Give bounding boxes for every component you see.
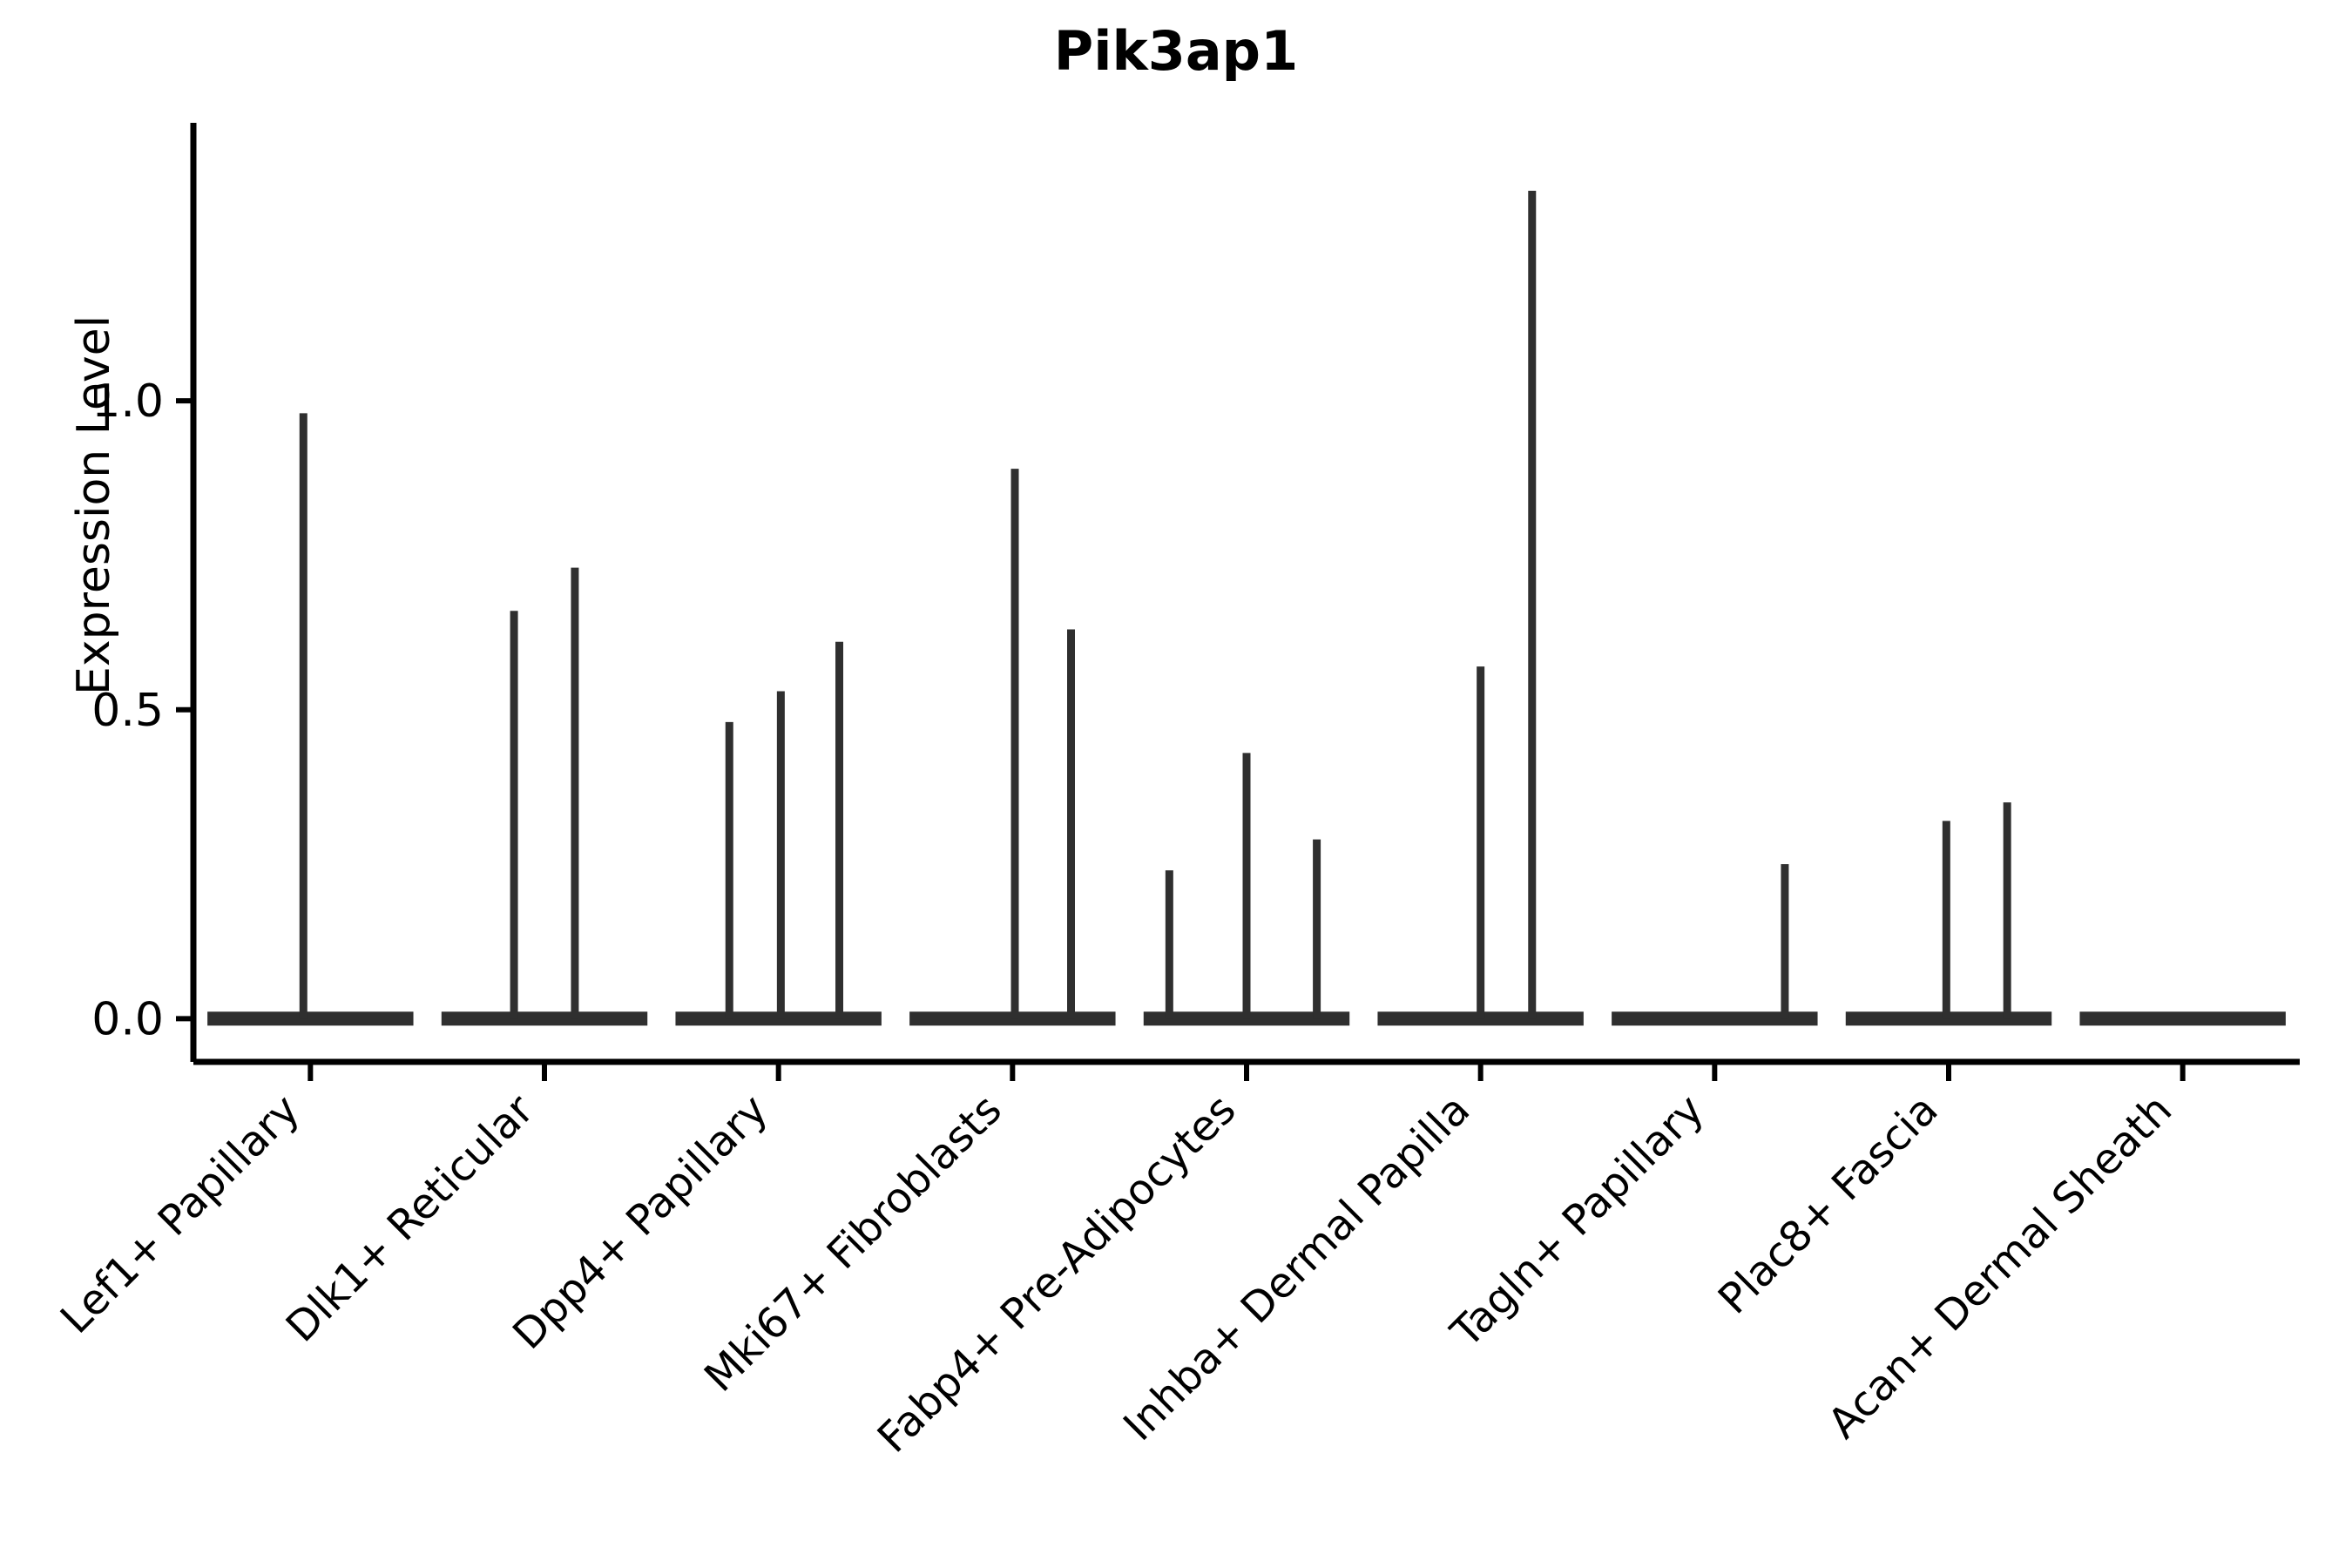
violin-group <box>207 191 2286 1026</box>
x-tick-group <box>308 1062 2186 1081</box>
page-title: Pik3ap1 <box>1053 19 1299 83</box>
x-tick-label: Plac8+ Fascia <box>1709 1085 1948 1324</box>
y-tick-label: 1.0 <box>91 375 164 428</box>
y-tick-group: 0.0 0.5 1.0 <box>91 375 193 1045</box>
x-tick-label: Tagln+ Papillary <box>1441 1085 1713 1357</box>
x-tick-label: Lef1+ Papillary <box>51 1085 309 1343</box>
x-tick-label: Dpp4+ Papillary <box>504 1085 777 1359</box>
x-tick-label: Dlk1+ Reticular <box>277 1085 544 1352</box>
y-tick-label: 0.0 <box>91 993 164 1045</box>
y-tick-label: 0.5 <box>91 685 164 737</box>
